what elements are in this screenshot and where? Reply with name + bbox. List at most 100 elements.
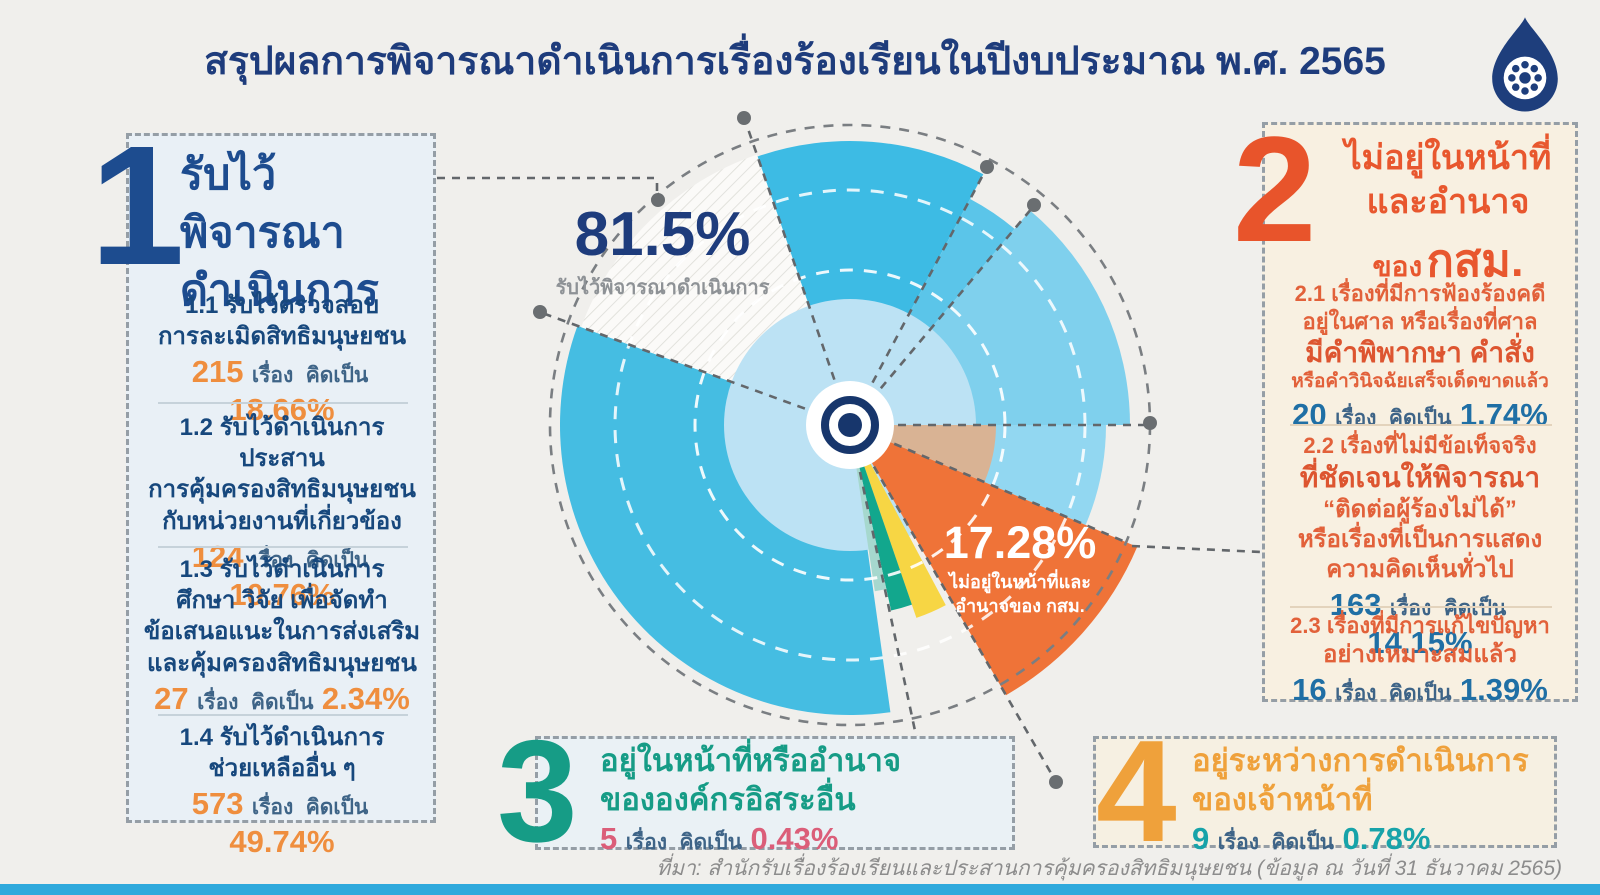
bottom-accent-bar: [0, 884, 1600, 895]
count-value: 215: [191, 354, 244, 390]
count-value: 124: [191, 538, 244, 574]
item-stats: 573 เรื่อง คิดเป็น 49.74%: [140, 786, 424, 860]
ratio-label: คิดเป็น: [1443, 596, 1507, 620]
item-stats: 215 เรื่อง คิดเป็น 18.66%: [140, 354, 424, 428]
section2-title-line3: ของ กสม.: [1326, 224, 1570, 296]
group1-percentage: 81.5%: [574, 200, 751, 269]
item-stats: 16 เรื่อง คิดเป็น 1.39%: [1278, 672, 1562, 710]
section1-item-1-2: 1.2 รับไว้ดำเนินการประสาน การคุ้มครองสิท…: [140, 412, 424, 613]
ratio-label: คิดเป็น: [305, 364, 369, 388]
count-value: 16: [1292, 671, 1327, 707]
count-value: 27: [154, 680, 189, 716]
percent-value: 10.76%: [229, 576, 335, 612]
section2-box: [1262, 122, 1578, 702]
item-stats: 163 เรื่อง คิดเป็น 14.15%: [1278, 587, 1562, 661]
section1-box: [126, 133, 436, 823]
item-title: 1.3 รับไว้ดำเนินการ ศึกษา วิจัย เพื่อจัด…: [143, 556, 421, 677]
item-title-line: อยู่ในศาล หรือเรื่องที่ศาล: [1302, 308, 1538, 334]
count-value: 9: [1192, 820, 1210, 856]
count-value: 163: [1329, 586, 1382, 622]
unit-label: เรื่อง: [1335, 681, 1377, 705]
item-stats: 20 เรื่อง คิดเป็น 1.74%: [1278, 397, 1562, 435]
bullseye-ring: [821, 396, 879, 454]
sector-1-1: [757, 140, 984, 425]
item-title-line: อย่างเหมาะสมแล้ว: [1322, 640, 1517, 668]
group2-percentage: 17.28%: [943, 517, 1097, 568]
nhrc-logo: [1484, 14, 1566, 123]
item-stats: 124 เรื่อง คิดเป็น 10.76%: [140, 539, 424, 613]
dot-ne2: [1027, 198, 1041, 212]
dot-box1: [651, 193, 665, 207]
item-title: 1.1 รับไว้ตรวจสอบ การละเมิดสิทธิมนุษยชน: [157, 292, 407, 351]
section1-item-1-1: 1.1 รับไว้ตรวจสอบ การละเมิดสิทธิมนุษยชน …: [140, 290, 424, 428]
count-value: 20: [1292, 396, 1327, 432]
ray-150: [872, 465, 1058, 783]
item-title: 1.4 รับไว้ดำเนินการ ช่วยเหลืออื่น ๆ: [179, 724, 385, 783]
ratio-label: คิดเป็น: [305, 796, 369, 820]
unit-label: เรื่อง: [251, 548, 294, 572]
divider: [1290, 424, 1552, 426]
ray-113: [893, 442, 1130, 545]
section4-content: อยู่ระหว่างการดำเนินการ ของเจ้าหน้าที่ 9…: [1192, 742, 1552, 859]
percent-value: 18.66%: [229, 392, 335, 428]
ray-341: [742, 117, 836, 381]
item-stats: 5 เรื่อง คิดเป็น 0.43%: [600, 821, 1010, 859]
percent-value: 14.15%: [1367, 624, 1473, 660]
percent-value: 1.74%: [1459, 396, 1548, 432]
count-value: 573: [191, 786, 244, 822]
water-drop-emblem-icon: [1492, 17, 1558, 112]
section2-title: ไม่อยู่ในหน้าที่ และอำนาจ: [1344, 139, 1552, 222]
dot-upper-left: [533, 305, 547, 319]
dot-east: [1143, 416, 1157, 430]
section4-title: อยู่ระหว่างการดำเนินการ ของเจ้าหน้าที่: [1192, 743, 1529, 817]
divider: [158, 402, 408, 404]
item-title-line: หรือคำวินิจฉัยเสร็จเด็ดขาดแล้ว: [1291, 371, 1549, 392]
item-title-line: ที่ชัดเจนให้พิจารณา: [1299, 461, 1541, 493]
unit-label: เรื่อง: [251, 796, 294, 820]
unit-label: เรื่อง: [251, 364, 294, 388]
ray-168: [858, 471, 921, 753]
page-title: สรุปผลการพิจารณาดำเนินการเรื่องร้องเรียน…: [204, 40, 1386, 83]
section1-item-1-3: 1.3 รับไว้ดำเนินการ ศึกษา วิจัย เพื่อจัด…: [140, 554, 424, 719]
percent-value: 1.39%: [1459, 671, 1548, 707]
percent-value: 49.74%: [229, 824, 335, 860]
ratio-label: คิดเป็น: [1271, 830, 1335, 854]
section2-title-of: ของ: [1372, 251, 1423, 282]
section3-content: อยู่ในหน้าที่หรืออำนาจ ขององค์กรอิสระอื่…: [600, 742, 1010, 859]
section3-title: อยู่ในหน้าที่หรืออำนาจ ขององค์กรอิสระอื่…: [600, 743, 902, 817]
section3-number: 3: [497, 710, 578, 872]
unit-label: เรื่อง: [1217, 830, 1260, 854]
item-title-line: ความคิดเห็นทั่วไป: [1326, 555, 1514, 583]
pie-label-group2: 17.28% ไม่อยู่ในหน้าที่และ อำนาจของ กสม.: [925, 520, 1115, 619]
section2-number: 2: [1233, 105, 1317, 273]
divider: [1290, 606, 1552, 608]
ray-40: [879, 205, 1035, 390]
section4-box: [1093, 736, 1557, 848]
pie-label-group1: 81.5% รับไว้พิจารณาดำเนินการ: [555, 204, 770, 303]
item-title-line: 2.3 เรื่องที่มีการแก้ไขปัญหา: [1290, 613, 1550, 638]
percent-value: 0.43%: [750, 820, 839, 856]
section1-title: รับไว้พิจารณา ดำเนินการ: [180, 151, 379, 316]
item-title-line: 2.1 เรื่องที่มีการฟ้องร้องคดี: [1294, 281, 1546, 306]
divider: [158, 546, 408, 548]
item-title: 1.2 รับไว้ดำเนินการประสาน การคุ้มครองสิท…: [148, 414, 416, 535]
item-title-line: 2.2 เรื่องที่ไม่มีข้อเท็จจริง: [1303, 433, 1537, 458]
sector-3-teal: [850, 425, 912, 611]
section2-title-org: กสม.: [1426, 235, 1524, 286]
ratio-label: คิดเป็น: [679, 830, 743, 854]
percent-value: 2.34%: [321, 680, 410, 716]
bullseye-dot: [838, 413, 862, 437]
item-stats: 27 เรื่อง คิดเป็น 2.34%: [140, 681, 424, 719]
section2-item-2-3: 2.3 เรื่องที่มีการแก้ไขปัญหา อย่างเหมาะส…: [1278, 612, 1562, 710]
unit-label: เรื่อง: [197, 690, 239, 714]
item-stats: 9 เรื่อง คิดเป็น 0.78%: [1192, 821, 1552, 859]
sector-4-yellow: [850, 425, 946, 618]
source-note: ที่มา: สำนักรับเรื่องร้องเรียนและประสานก…: [656, 857, 1562, 880]
count-value: 5: [600, 820, 618, 856]
unit-label: เรื่อง: [625, 830, 668, 854]
ratio-label: คิดเป็น: [250, 690, 314, 714]
connector-box2: [1131, 544, 1262, 554]
item-title-line: “ติดต่อผู้ร้องไม่ได้”: [1323, 495, 1517, 523]
ray-290: [539, 310, 806, 410]
